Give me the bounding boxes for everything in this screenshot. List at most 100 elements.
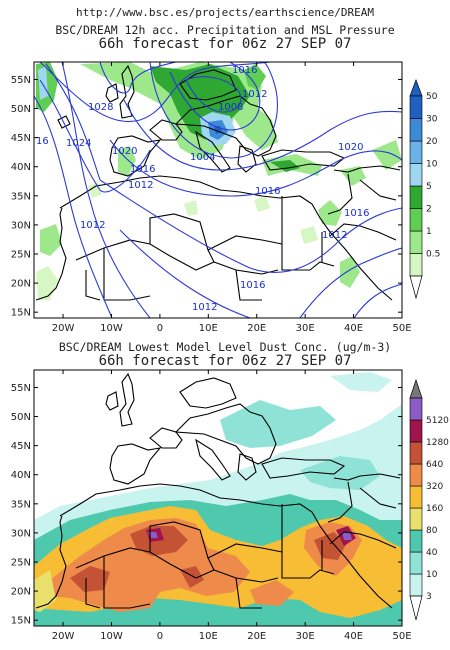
colorbar-label: 640	[426, 460, 443, 470]
colorbar-swatch	[409, 163, 423, 187]
isobar-label: 1012	[322, 230, 347, 241]
colorbar-swatch	[409, 463, 423, 487]
isobar-label: 1028	[88, 102, 113, 113]
colorbar-label: 10	[426, 160, 438, 170]
colorbar-label: 40	[426, 548, 438, 558]
isobar-labels: 1016 1012 1008 1028 1024 16 1020 1016 10…	[36, 65, 369, 313]
isobar-label: 1012	[80, 220, 105, 231]
colorbar-swatch	[409, 529, 423, 553]
colorbar-swatch	[409, 140, 423, 164]
lat-tick-label: 50N	[11, 104, 31, 115]
map2-axis-ticks: 55N 50N 45N 40N 35N 30N 25N 20N 15N 20W 10W 0 10E 20E…	[11, 370, 412, 642]
isobar-lines	[34, 62, 402, 318]
coastlines	[35, 372, 401, 609]
map1-axis-ticks: 55N 50N 45N 40N 35N 30N 25N 20N 15N 20W 10W 0 10E 20E…	[11, 62, 412, 334]
lat-tick-label: 45N	[11, 133, 31, 144]
colorbar-label: 20	[426, 137, 438, 147]
isobar-label: 1012	[242, 89, 267, 100]
lat-tick-label: 55N	[11, 383, 31, 394]
lat-tick-label: 20N	[11, 279, 31, 290]
lon-tick-label: 30E	[296, 323, 315, 334]
lon-tick-label: 40E	[344, 323, 363, 334]
map1-title: BSC/DREAM 12h acc. Precipitation and MSL…	[55, 23, 395, 37]
lat-tick-label: 20N	[11, 587, 31, 598]
lon-tick-label: 40E	[344, 631, 363, 642]
isobar-label: 1020	[112, 146, 137, 157]
isobar-label: 1004	[190, 152, 215, 163]
isobar-label: 1016	[232, 65, 257, 76]
lat-tick-label: 55N	[11, 75, 31, 86]
colorbar-swatch	[409, 551, 423, 575]
colorbar-swatch	[409, 95, 423, 119]
lat-tick-label: 25N	[11, 558, 31, 569]
colorbar-label: 3	[426, 592, 432, 602]
lat-tick-label: 25N	[11, 250, 31, 261]
colorbar-label: 0.5	[426, 250, 440, 260]
colorbar-label: 30	[426, 115, 438, 125]
isobar-label: 1012	[192, 302, 217, 313]
colorbar-label: 1280	[426, 438, 449, 448]
dust-map: 55N 50N 45N 40N 35N 30N 25N 20N 15N 20W 10W 0 10E 20E…	[11, 369, 412, 642]
lat-tick-label: 30N	[11, 528, 31, 539]
colorbar-swatch	[409, 230, 423, 254]
lat-tick-label: 35N	[11, 499, 31, 510]
isobar-label: 16	[36, 136, 49, 147]
lat-tick-label: 35N	[11, 191, 31, 202]
colorbar-swatch	[409, 397, 423, 421]
colorbar-swatch	[409, 253, 423, 277]
lat-tick-label: 15N	[11, 308, 31, 319]
precipitation-colorbar: 0.5 1 2 5 10 20 30 50	[409, 79, 440, 300]
colorbar-swatch	[409, 441, 423, 465]
source-url: http://www.bsc.es/projects/earthscience/…	[75, 6, 374, 19]
lat-tick-label: 40N	[11, 470, 31, 481]
lon-tick-label: 50E	[392, 631, 411, 642]
dust-areas	[34, 372, 402, 626]
colorbar-label: 5120	[426, 416, 449, 426]
colorbar-swatch	[409, 485, 423, 509]
isobar-label: 1024	[66, 138, 91, 149]
lon-tick-label: 0	[157, 323, 163, 334]
map2-frame	[33, 369, 403, 627]
lat-tick-label: 15N	[11, 616, 31, 627]
colorbar-swatch	[409, 118, 423, 142]
lon-tick-label: 30E	[296, 631, 315, 642]
lon-tick-label: 10W	[100, 323, 123, 334]
map1-subtitle: 66h forecast for 06z 27 SEP 07	[98, 36, 352, 52]
lon-tick-label: 20E	[247, 631, 266, 642]
isobar-label: 1012	[128, 180, 153, 191]
colorbar-label: 1	[426, 227, 432, 237]
isobar-label: 1016	[130, 164, 155, 175]
lat-tick-label: 40N	[11, 162, 31, 173]
dust-colorbar: 3 10 40 80 160 320 640 1280 5120	[409, 378, 449, 621]
colorbar-label: 80	[426, 526, 438, 536]
lon-tick-label: 20W	[52, 631, 75, 642]
colorbar-label: 50	[426, 92, 438, 102]
isobar-label: 1016	[344, 208, 369, 219]
colorbar-swatch	[409, 208, 423, 232]
lat-tick-label: 30N	[11, 220, 31, 231]
colorbar-label: 2	[426, 205, 432, 215]
lon-tick-label: 10E	[199, 631, 218, 642]
colorbar-label: 5	[426, 182, 432, 192]
lon-tick-label: 20E	[247, 323, 266, 334]
map2-subtitle: 66h forecast for 06z 27 SEP 07	[98, 353, 352, 369]
lon-tick-label: 20W	[52, 323, 75, 334]
lat-tick-label: 50N	[11, 412, 31, 423]
colorbar-swatch	[409, 185, 423, 209]
isobar-label: 1008	[218, 102, 243, 113]
lon-tick-label: 10E	[199, 323, 218, 334]
isobar-label: 1016	[240, 280, 265, 291]
colorbar-label: 160	[426, 504, 443, 514]
colorbar-swatch	[409, 573, 423, 597]
isobar-label: 1016	[255, 186, 280, 197]
lon-tick-label: 0	[157, 631, 163, 642]
precipitation-map: 1016 1012 1008 1028 1024 16 1020 1016 10…	[11, 61, 412, 334]
lat-tick-label: 45N	[11, 441, 31, 452]
colorbar-swatch	[409, 507, 423, 531]
colorbar-swatch	[409, 419, 423, 443]
colorbar-label: 320	[426, 482, 443, 492]
map2-title: BSC/DREAM Lowest Model Level Dust Conc. …	[58, 340, 392, 354]
lon-tick-label: 10W	[100, 631, 123, 642]
isobar-label: 1020	[338, 142, 363, 153]
map1-frame	[33, 61, 403, 319]
